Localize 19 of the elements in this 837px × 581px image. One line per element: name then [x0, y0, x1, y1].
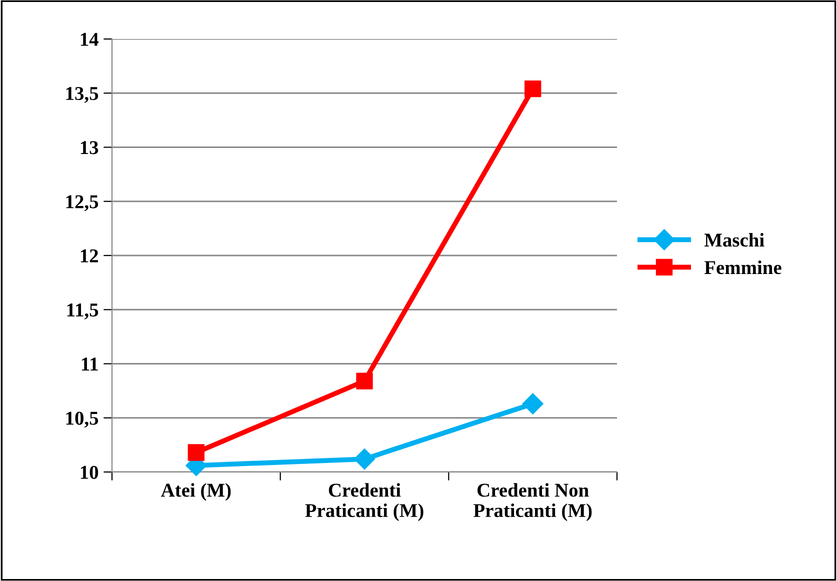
- y-tick-label: 11,5: [67, 304, 98, 320]
- y-tick-label: 12: [80, 249, 98, 262]
- y-tick-label: 14: [80, 32, 98, 46]
- y-tick-label: 13,5: [66, 86, 98, 103]
- point: [354, 448, 376, 470]
- x-tick-label: Credenti Praticanti (M): [305, 483, 424, 522]
- x-tick-label: Credenti Non Praticanti (M): [474, 483, 592, 522]
- point: [356, 372, 373, 390]
- y-tick-label: 13: [80, 141, 98, 154]
- legend-label: Femmine: [704, 260, 782, 274]
- y-tick-label: 11: [82, 358, 98, 370]
- point: [524, 80, 542, 98]
- y-tick-label: 12,5: [66, 195, 98, 212]
- legend-label: Maschi: [704, 233, 764, 247]
- y-tick-label: 10,5: [66, 412, 98, 428]
- y-tick-label: 10: [80, 466, 98, 479]
- point: [188, 444, 204, 461]
- x-tick-label: Atei (M): [161, 483, 231, 501]
- point: [522, 393, 544, 414]
